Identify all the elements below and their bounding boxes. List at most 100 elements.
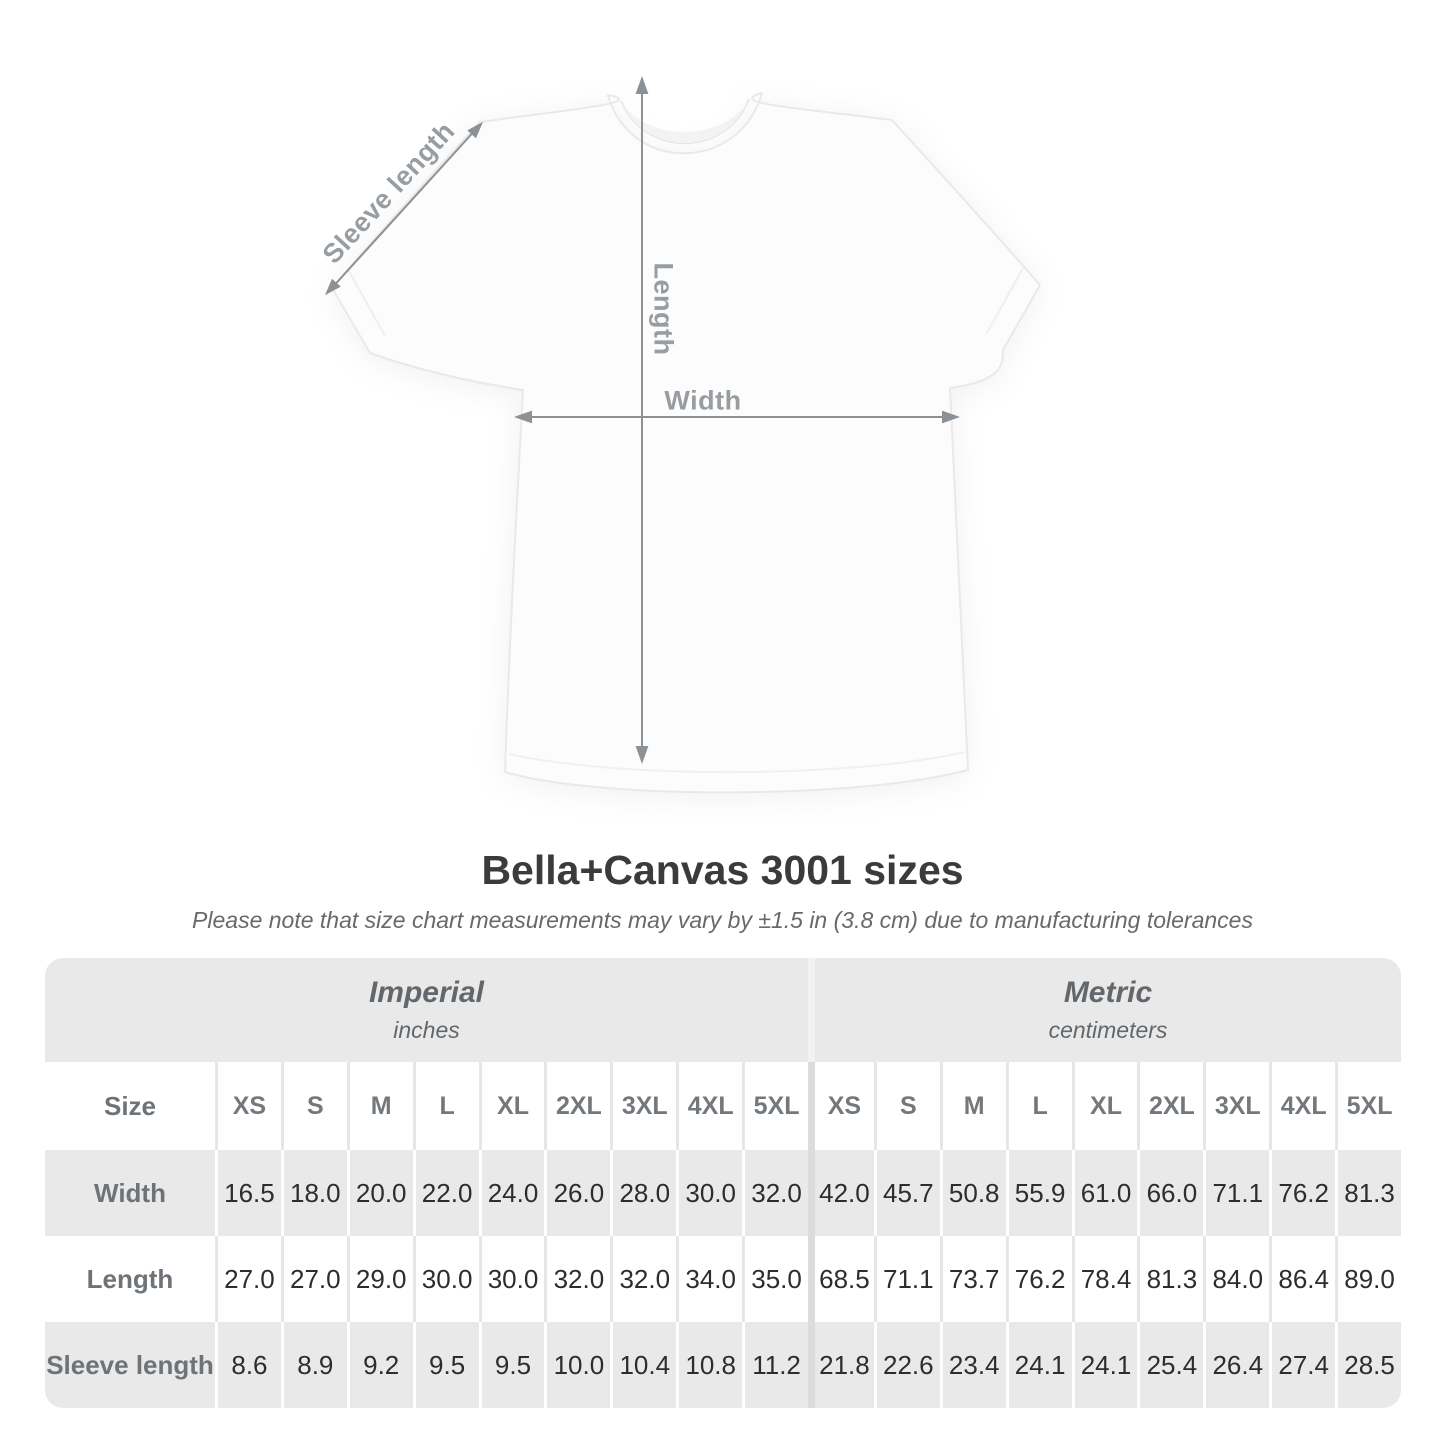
size-col-header-metric-3xl: 3XL xyxy=(1203,1062,1269,1150)
tshirt-measurement-diagram: Sleeve length Length Width xyxy=(317,76,1041,794)
size-col-header-metric-m: M xyxy=(939,1062,1006,1150)
measurement-cell: 24.1 xyxy=(1071,1322,1138,1408)
size-col-header-metric-5xl: 5XL xyxy=(1335,1062,1401,1150)
measurement-cell: 32.0 xyxy=(742,1150,808,1236)
tshirt-graphic xyxy=(324,76,1041,794)
measurement-cell: 9.5 xyxy=(478,1322,545,1408)
measurement-cell: 81.3 xyxy=(1335,1150,1401,1236)
size-col-header-imperial-xl: XL xyxy=(478,1062,545,1150)
measurement-cell: 71.1 xyxy=(873,1236,940,1322)
size-col-header-metric-2xl: 2XL xyxy=(1137,1062,1203,1150)
measurement-cell: 8.9 xyxy=(280,1322,347,1408)
measurement-cell: 10.8 xyxy=(676,1322,742,1408)
measurement-cell: 11.2 xyxy=(742,1322,808,1408)
measurement-cell: 9.2 xyxy=(346,1322,413,1408)
right-cuff-seam xyxy=(986,267,1024,334)
size-col-header-imperial-3xl: 3XL xyxy=(610,1062,676,1150)
size-col-header-imperial-5xl: 5XL xyxy=(742,1062,808,1150)
measurement-cell: 26.4 xyxy=(1203,1322,1269,1408)
length-label: Length xyxy=(648,262,679,356)
metric-unit: centimeters xyxy=(1048,1017,1168,1043)
measurement-cell: 78.4 xyxy=(1071,1236,1138,1322)
measurement-cell: 45.7 xyxy=(873,1150,940,1236)
metric-header: Metric centimeters xyxy=(808,958,1401,1062)
measurement-cell: 28.5 xyxy=(1335,1322,1401,1408)
measurement-cell: 18.0 xyxy=(280,1150,347,1236)
tolerance-note: Please note that size chart measurements… xyxy=(192,907,1253,933)
measurement-cell: 32.0 xyxy=(610,1236,676,1322)
measurement-cell: 21.8 xyxy=(807,1322,874,1408)
size-col-header-imperial-m: M xyxy=(346,1062,413,1150)
size-col-header-metric-xs: XS xyxy=(807,1062,874,1150)
measurement-cell: 89.0 xyxy=(1335,1236,1401,1322)
measurement-cell: 26.0 xyxy=(544,1150,610,1236)
size-col-header-metric-xl: XL xyxy=(1071,1062,1138,1150)
measurement-cell: 61.0 xyxy=(1071,1150,1138,1236)
measurement-cell: 27.4 xyxy=(1269,1322,1335,1408)
page-title: Bella+Canvas 3001 sizes xyxy=(481,847,964,893)
imperial-title: Imperial xyxy=(368,976,485,1009)
measurement-cell: 8.6 xyxy=(215,1322,281,1408)
measurement-cell: 34.0 xyxy=(676,1236,742,1322)
measurement-cell: 10.4 xyxy=(610,1322,676,1408)
size-col-header-imperial-s: S xyxy=(280,1062,347,1150)
size-col-header-imperial-xs: XS xyxy=(215,1062,281,1150)
row-label-length: Length xyxy=(86,1263,174,1294)
hem-seam xyxy=(508,751,965,774)
measurement-cell: 23.4 xyxy=(939,1322,1006,1408)
measurement-cell: 28.0 xyxy=(610,1150,676,1236)
measurement-cell: 76.2 xyxy=(1005,1236,1072,1322)
measurement-cell: 32.0 xyxy=(544,1236,610,1322)
measurement-cell: 76.2 xyxy=(1269,1150,1335,1236)
measurement-cell: 10.0 xyxy=(544,1322,610,1408)
measurement-cell: 30.0 xyxy=(412,1236,479,1322)
measurement-cell: 42.0 xyxy=(807,1150,874,1236)
measurement-cell: 22.0 xyxy=(412,1150,479,1236)
measurement-cell: 27.0 xyxy=(280,1236,347,1322)
size-col-header-metric-s: S xyxy=(873,1062,940,1150)
measurement-cell: 50.8 xyxy=(939,1150,1006,1236)
measurement-cell: 25.4 xyxy=(1137,1322,1203,1408)
measurement-cell: 35.0 xyxy=(742,1236,808,1322)
measurement-cell: 29.0 xyxy=(346,1236,413,1322)
size-col-header-imperial-4xl: 4XL xyxy=(676,1062,742,1150)
size-col-header-metric-l: L xyxy=(1005,1062,1072,1150)
measurement-cell: 73.7 xyxy=(939,1236,1006,1322)
measurement-cell: 30.0 xyxy=(478,1236,545,1322)
width-arrow xyxy=(514,410,960,424)
measurement-cell: 24.0 xyxy=(478,1150,545,1236)
width-label: Width xyxy=(664,385,742,416)
measurement-cell: 27.0 xyxy=(215,1236,281,1322)
size-col-header-imperial-2xl: 2XL xyxy=(544,1062,610,1150)
size-chart-table: Imperial inches Metric centimeters Size … xyxy=(45,958,1401,1408)
tshirt-outline xyxy=(331,92,1041,794)
measurement-cell: 24.1 xyxy=(1005,1322,1072,1408)
measurement-cell: 68.5 xyxy=(807,1236,874,1322)
row-label-sleeve-length: Sleeve length xyxy=(46,1349,214,1380)
size-header-row: Size XS S M L XL 2XL 3XL 4XL 5XL XS S M L XL 2XL 3XL 4XL… xyxy=(45,1062,1401,1150)
measurement-cell: 16.5 xyxy=(215,1150,281,1236)
measurement-cell: 30.0 xyxy=(676,1150,742,1236)
length-row: Length 27.0 27.0 29.0 30.0 30.0 32.0 32.0 34.0 3… xyxy=(45,1236,1401,1322)
left-cuff-seam xyxy=(348,270,386,337)
measurement-cell: 71.1 xyxy=(1203,1150,1269,1236)
sleeve-length-arrow xyxy=(324,121,484,296)
measurement-cell: 86.4 xyxy=(1269,1236,1335,1322)
measurement-cell: 66.0 xyxy=(1137,1150,1203,1236)
width-row: Width 16.5 18.0 20.0 22.0 24.0 26.0 28.0 30.0 32… xyxy=(45,1150,1401,1236)
measurement-cell: 81.3 xyxy=(1137,1236,1203,1322)
measurement-cell: 55.9 xyxy=(1005,1150,1072,1236)
measurement-cell: 20.0 xyxy=(346,1150,413,1236)
measurement-cell: 22.6 xyxy=(873,1322,940,1408)
size-col-header-imperial-l: L xyxy=(412,1062,479,1150)
sleeve-length-row: Sleeve length 8.6 8.9 9.2 9.5 9.5 10.0 10.4 10.… xyxy=(45,1322,1401,1408)
metric-title: Metric xyxy=(1063,976,1153,1009)
row-label-width: Width xyxy=(94,1177,166,1208)
length-arrow xyxy=(635,76,649,764)
measurement-cell: 9.5 xyxy=(412,1322,479,1408)
size-header-label: Size xyxy=(103,1090,157,1121)
size-col-header-metric-4xl: 4XL xyxy=(1269,1062,1335,1150)
collar-shadow xyxy=(621,99,749,144)
imperial-unit: inches xyxy=(393,1017,460,1043)
measurement-cell: 84.0 xyxy=(1203,1236,1269,1322)
